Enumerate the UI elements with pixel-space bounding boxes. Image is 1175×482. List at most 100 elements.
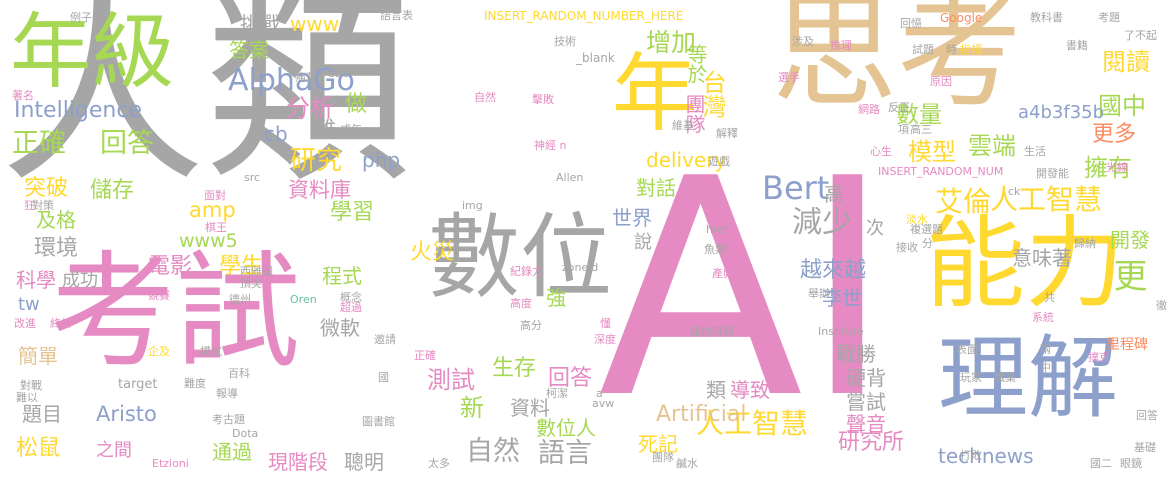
word: 擊敗 <box>532 93 554 106</box>
word: 對策 <box>32 199 54 212</box>
word: technews <box>938 444 1034 468</box>
word: 解釋 <box>716 127 738 140</box>
word: 維基 <box>672 119 694 132</box>
word: src <box>244 171 261 184</box>
word: target <box>118 377 158 392</box>
word: 紀錄力 <box>510 265 543 278</box>
word: 越來越 <box>800 258 867 283</box>
word: Dota <box>232 427 259 440</box>
word: 正確 <box>12 128 66 159</box>
word: 模型 <box>908 138 956 166</box>
word: 難 <box>314 118 337 143</box>
word: 懂 <box>600 317 611 330</box>
word: 增加 <box>646 28 697 57</box>
word: 例子 <box>70 11 92 24</box>
word: 閱讀 <box>1102 48 1150 76</box>
word: 痛苦 <box>295 71 317 84</box>
word: zoneid <box>562 261 599 274</box>
word: 對戰 <box>20 379 42 392</box>
word: 成年 <box>340 123 362 136</box>
word: 選手 <box>778 71 800 84</box>
word: 艾倫 <box>935 185 992 218</box>
word: Oren <box>290 293 317 306</box>
word: 之間 <box>96 440 132 461</box>
word: 邀請 <box>374 333 396 346</box>
word: 資料庫 <box>288 178 351 202</box>
word: amp <box>189 198 236 222</box>
word: 難度 <box>184 377 206 390</box>
word: _blank <box>576 51 615 65</box>
word: 考古題 <box>212 413 245 426</box>
word: 聰明 <box>344 450 384 474</box>
word: 年 <box>612 45 698 144</box>
word: 答案 <box>229 38 269 62</box>
word: 成功 <box>62 270 98 291</box>
word: 心生 <box>870 145 892 158</box>
word: 自然 <box>466 436 520 467</box>
word: 圖書館 <box>362 415 395 428</box>
word: 回答 <box>548 366 593 391</box>
word: a4b3f35b <box>1018 102 1105 123</box>
word: 徹 <box>1156 299 1167 312</box>
word: 測試 <box>427 366 475 394</box>
word: 死記 <box>638 432 678 456</box>
word: 開發能 <box>1036 167 1069 180</box>
word: 人工智慧 <box>696 407 809 440</box>
word: 分析 <box>286 94 334 122</box>
word: INSERT_RANDOM_NUMBER_HERE <box>484 9 684 23</box>
word: 深度 <box>594 333 616 346</box>
word: 了不起 <box>1124 29 1157 42</box>
word: tw <box>18 294 40 315</box>
word: 鹹水 <box>676 457 698 470</box>
word: 太多 <box>428 457 450 470</box>
word: 指標 <box>960 43 982 56</box>
word: 聲音 <box>846 412 886 436</box>
word: 項 <box>898 123 909 136</box>
word: 教科書 <box>1030 11 1063 24</box>
word: 及格 <box>36 208 76 232</box>
word: 等於 <box>684 44 708 84</box>
word: Allen <box>556 171 584 184</box>
word: 數位人 <box>536 416 596 440</box>
word: 嘗試 <box>846 390 886 414</box>
word: 回憶 <box>900 17 922 30</box>
word: 著名 <box>12 89 34 102</box>
word: 里程碑 <box>1106 337 1148 353</box>
word: 時 <box>946 43 957 56</box>
word: 高分 <box>520 319 542 332</box>
word: 更 <box>1107 258 1147 292</box>
word: 職業 <box>994 371 1016 384</box>
word: img <box>462 199 483 212</box>
word: 松鼠 <box>16 436 61 461</box>
word: 回答 <box>100 128 154 159</box>
word: 研究 <box>290 146 343 176</box>
word: AI <box>598 115 892 464</box>
word: 光線 <box>1106 161 1128 174</box>
word: 簡單 <box>18 344 58 368</box>
word: 原因 <box>930 75 952 88</box>
word: 新 <box>460 394 484 422</box>
word: 類 <box>706 378 726 402</box>
word: 柯潔 <box>546 387 568 400</box>
word: 語言表 <box>380 9 413 22</box>
word: 競賽 <box>148 289 170 302</box>
word: 人類 <box>0 0 410 211</box>
word: 突破 <box>24 176 69 201</box>
word: Google <box>940 11 983 25</box>
word: 終於 <box>50 317 72 330</box>
word: 百科 <box>228 367 250 380</box>
word: 報導 <box>216 387 238 400</box>
word: 反正 <box>888 101 910 114</box>
word: 導致 <box>730 378 770 402</box>
word: 舉辦 <box>808 287 830 300</box>
word: 牠們 <box>262 105 284 118</box>
word: 年級 <box>10 5 175 100</box>
word: 淡水 <box>906 213 928 226</box>
word: 分 <box>922 237 933 250</box>
word: 西雅圖 <box>240 265 273 278</box>
word: 科學 <box>16 268 56 292</box>
word: 高三 <box>910 123 932 136</box>
word: 對話 <box>636 176 676 200</box>
word: 改進 <box>14 317 36 330</box>
